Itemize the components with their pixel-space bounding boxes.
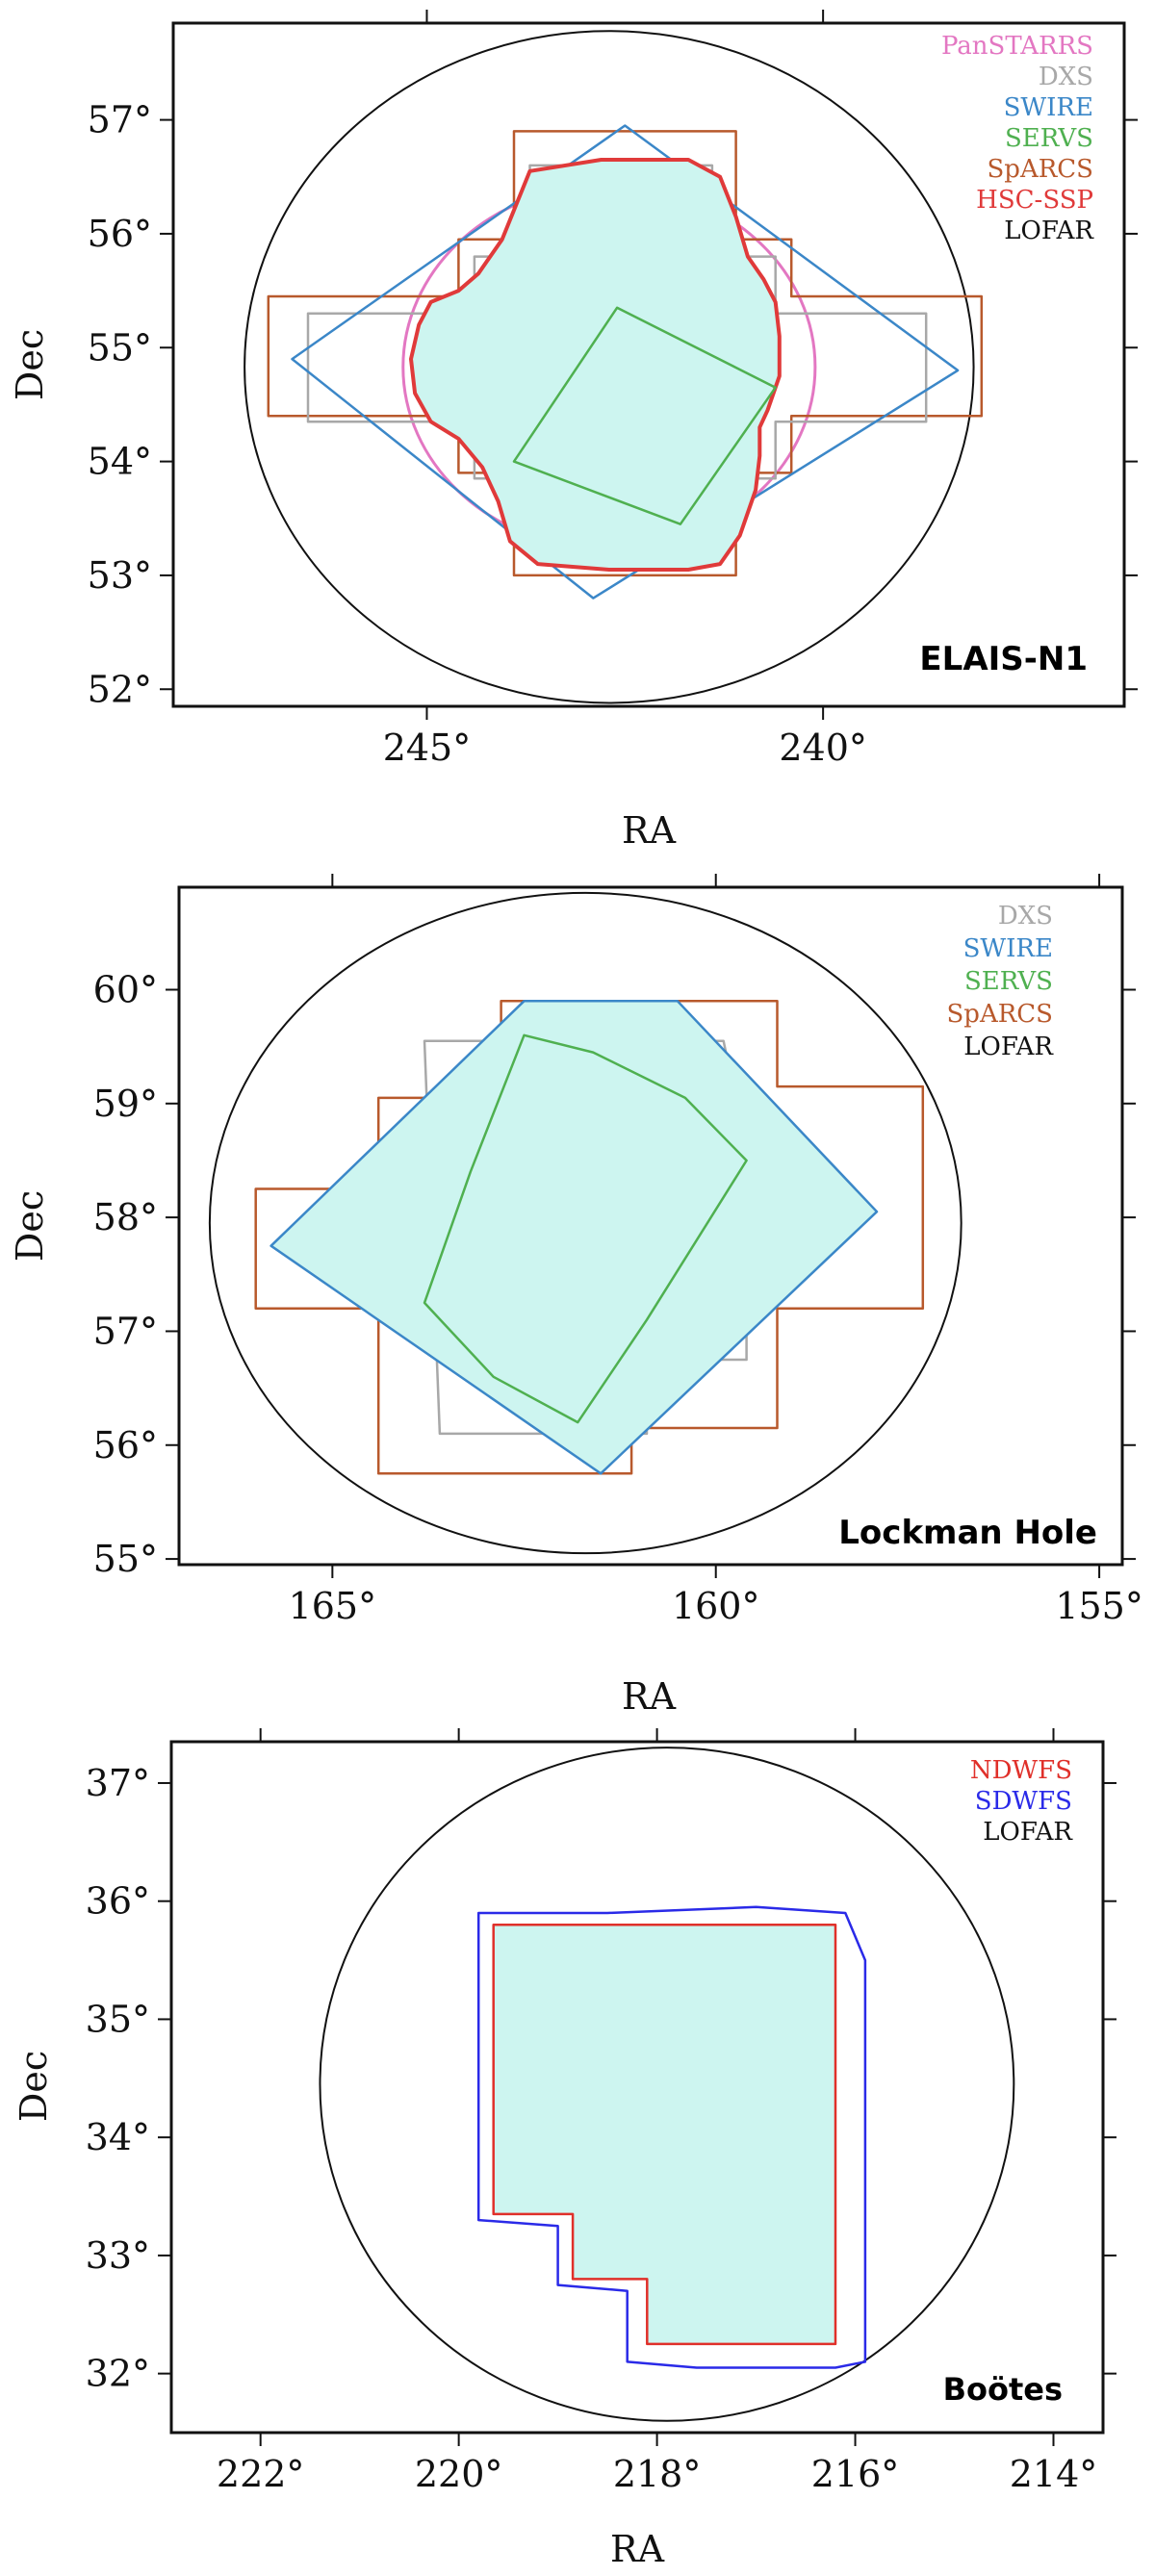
lockman-hole-panel: 165° 160° 155° 55° 56° 57° 58° 59° 60° DXS SWIRE S… <box>9 874 1143 1718</box>
bootes-y-tick-label: 37° <box>86 1762 150 1804</box>
lockman-hole-plot-frame <box>177 885 1124 1567</box>
bootes-x-tick-label: 220° <box>415 2453 503 2495</box>
elais-n1-plot-frame <box>171 21 1126 708</box>
lockman-hole-x-tick-label: 165° <box>289 1585 377 1627</box>
elais-n1-y-tick-label: 55° <box>88 326 152 369</box>
elais-n1-x-axis-label: RA <box>622 809 677 852</box>
bootes-x-tick-label: 222° <box>217 2453 305 2495</box>
lockman-hole-ticks: 165° 160° 155° 55° 56° 57° 58° 59° 60° <box>93 874 1143 1627</box>
bootes-y-tick-label: 32° <box>86 2353 150 2395</box>
elais-n1-y-tick-label: 56° <box>88 213 152 255</box>
lockman-hole-legend-lofar: LOFAR <box>963 1033 1054 1061</box>
elais-n1-legend-servs: SERVS <box>1005 124 1093 153</box>
lockman-hole-servs-footprint <box>423 1033 748 1424</box>
lockman-hole-legend: DXS SWIRE SERVS SpARCS LOFAR <box>946 902 1054 1061</box>
lockman-hole-marks <box>208 891 962 1555</box>
bootes-x-tick-label: 216° <box>811 2453 900 2495</box>
elais-n1-y-tick-label: 52° <box>88 668 152 710</box>
lockman-hole-lofar-footprint <box>208 891 962 1555</box>
elais-n1-panel: 245° 240°52°53°54°55°56°57° PanSTARRSDXSS… <box>9 10 1138 852</box>
lockman-hole-y-tick-label: 56° <box>93 1424 158 1467</box>
elais-n1-legend-swire: SWIRE <box>1004 93 1093 122</box>
elais-n1-legend-panstarrs: PanSTARRS <box>941 32 1093 61</box>
bootes-legend-sdwfs: SDWFS <box>975 1787 1072 1816</box>
elais-n1-y-tick-label: 57° <box>88 99 152 141</box>
bootes-sdwfs-footprint <box>476 1905 867 2369</box>
bootes-y-axis-label: Dec <box>13 2051 55 2122</box>
bootes-legend-ndwfs: NDWFS <box>970 1756 1072 1785</box>
lockman-hole-legend-swire: SWIRE <box>963 934 1053 963</box>
bootes-plot-frame <box>169 1740 1105 2435</box>
lockman-hole-field-label: Lockman Hole <box>838 1514 1097 1552</box>
elais-n1-lofar-footprint <box>244 30 975 704</box>
lockman-hole-y-tick-label: 55° <box>93 1538 158 1580</box>
bootes-x-tick-label: 214° <box>1010 2453 1098 2495</box>
lockman-hole-legend-servs: SERVS <box>964 967 1053 996</box>
lockman-hole-y-tick-label: 60° <box>93 968 158 1010</box>
elais-n1-y-tick-label: 54° <box>88 441 152 483</box>
elais-n1-y-tick-label: 53° <box>88 554 152 597</box>
elais-n1-x-tick-label: 245° <box>383 727 472 769</box>
bootes-y-tick-label: 36° <box>86 1880 150 1923</box>
elais-n1-legend-sparcs: SpARCS <box>987 155 1093 184</box>
bootes-ndwfs-footprint <box>492 1923 837 2346</box>
elais-n1-legend-dxs: DXS <box>1039 63 1093 91</box>
elais-n1-x-tick-label: 240° <box>779 727 867 769</box>
bootes-lofar-footprint <box>319 1747 1015 2422</box>
elais-n1-ticks: 245° 240° 52° 53° 54° 55° 56° 57° <box>88 10 1138 769</box>
lockman-hole-x-tick-label: 160° <box>672 1585 760 1627</box>
elais-n1-marks <box>244 30 984 704</box>
elais-n1-field-label: ELAIS-N1 <box>919 640 1088 678</box>
elais-n1-hsc-ssp-footprint <box>409 158 782 572</box>
elais-n1-legend-lofar: LOFAR <box>1004 217 1094 245</box>
elais-n1-swire-footprint <box>291 124 960 599</box>
lockman-hole-y-axis-label: Dec <box>9 1190 51 1262</box>
bootes-y-tick-label: 33° <box>86 2234 150 2277</box>
bootes-y-tick-label: 34° <box>86 2116 150 2158</box>
lockman-hole-swire-footprint <box>270 1000 879 1475</box>
bootes-field-label: Boötes <box>943 2371 1063 2408</box>
lockman-hole-legend-dxs: DXS <box>998 902 1053 931</box>
bootes-marks <box>319 1747 1015 2422</box>
bootes-ticks: 222° 220° 218° 216° 214° 32° 33° 34° 35° 36° 37° <box>86 1728 1116 2495</box>
lockman-hole-y-tick-label: 59° <box>93 1083 158 1125</box>
bootes-x-axis-label: RA <box>610 2528 665 2570</box>
lockman-hole-y-tick-label: 58° <box>93 1196 158 1238</box>
elais-n1-servs-footprint <box>512 306 777 525</box>
elais-n1-legend-hsc-ssp: HSC-SSP <box>976 186 1093 215</box>
lockman-hole-legend-sparcs: SpARCS <box>946 1000 1053 1029</box>
bootes-panel: 222° 220° 218° 216° 214° 32° 33° 34° 35° 36° 37° N… <box>13 1728 1116 2570</box>
bootes-y-tick-label: 35° <box>86 1998 150 2040</box>
bootes-x-tick-label: 218° <box>613 2453 702 2495</box>
lockman-hole-x-tick-label: 155° <box>1055 1585 1143 1627</box>
lockman-hole-x-axis-label: RA <box>622 1675 677 1718</box>
elais-n1-y-axis-label: Dec <box>9 329 51 400</box>
lockman-hole-y-tick-label: 57° <box>93 1310 158 1352</box>
bootes-legend-lofar: LOFAR <box>983 1818 1073 1847</box>
